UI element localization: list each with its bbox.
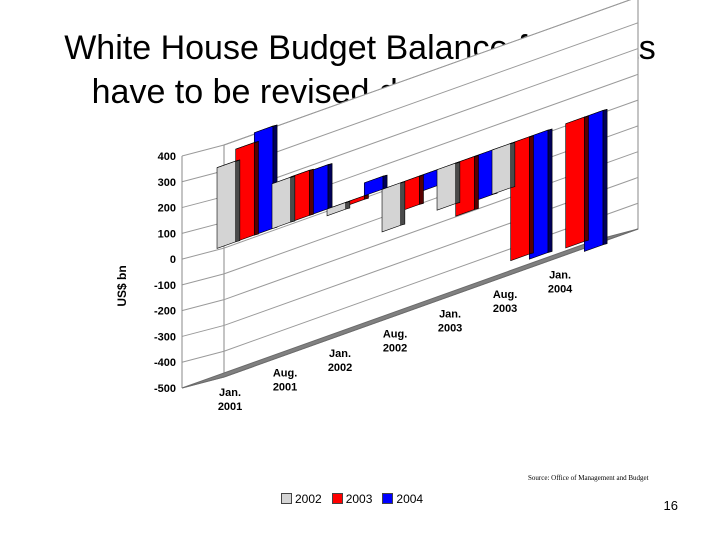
bar-front <box>565 116 585 249</box>
bar-front <box>510 136 530 262</box>
bar-side <box>528 135 534 255</box>
x-tick-label: Aug. 2003 <box>493 289 517 315</box>
x-tick-label-line: Jan. <box>549 269 571 281</box>
x-tick-label-line: Aug. <box>383 328 407 340</box>
bar-front <box>381 182 401 233</box>
x-tick-label-line: Aug. <box>273 368 297 380</box>
bar-front <box>326 201 346 217</box>
x-tick-label-line: 2002 <box>383 342 407 354</box>
y-tick-label: -400 <box>154 357 176 369</box>
bar <box>400 174 424 212</box>
x-tick-label: Jan. 2004 <box>548 269 573 295</box>
legend-swatch <box>331 493 343 504</box>
x-tick-label-line: Jan. <box>219 387 241 399</box>
legend-label: 2002 <box>295 491 322 506</box>
legend-label: 2003 <box>345 491 373 506</box>
y-tick-label: -200 <box>154 306 176 318</box>
bar <box>271 175 296 230</box>
bar-side <box>547 128 553 253</box>
bar-side <box>290 175 296 223</box>
gridline <box>181 0 632 157</box>
page-number: 16 <box>663 498 678 513</box>
bar-front <box>491 142 511 195</box>
bar-side <box>418 174 424 205</box>
chart-floor <box>181 228 639 389</box>
bar-side <box>327 163 333 210</box>
bar-side <box>473 154 479 210</box>
gridline <box>181 202 639 363</box>
bar <box>455 154 479 217</box>
y-tick-label: 400 <box>158 151 176 163</box>
y-axis-title: US$ bn <box>115 265 129 306</box>
legend-item: 2004 <box>382 492 423 506</box>
y-tick-label: 0 <box>170 254 176 266</box>
x-tick-label-line: Jan. <box>329 348 351 360</box>
bar <box>583 108 608 252</box>
bar-side <box>308 168 314 216</box>
y-tick-label: -300 <box>154 331 176 343</box>
x-tick-label: Jan. 2003 <box>438 309 462 335</box>
legend-item: 2003 <box>331 491 373 506</box>
x-tick-label-line: 2003 <box>438 323 462 335</box>
x-tick-label-line: Aug. <box>493 289 517 301</box>
bar <box>491 141 516 195</box>
bar <box>565 115 589 249</box>
x-tick-label-line: 2004 <box>548 283 573 295</box>
x-tick-label: Jan. 2002 <box>328 348 352 374</box>
bar <box>345 194 369 207</box>
bar <box>326 200 351 217</box>
y-tick-label: 300 <box>158 177 176 189</box>
bar-side <box>602 108 608 246</box>
bar <box>510 135 534 262</box>
x-tick-label-line: 2003 <box>493 303 517 315</box>
y-tick-label: -100 <box>154 280 176 292</box>
legend-item: 2002 <box>281 492 322 506</box>
bar-side <box>382 174 388 190</box>
x-tick-label-line: Jan. <box>439 309 461 321</box>
gridline <box>181 151 639 312</box>
y-tick-label: 200 <box>158 203 176 215</box>
x-tick-label: Aug. 2001 <box>273 368 297 394</box>
legend-swatch <box>281 493 292 504</box>
bar <box>436 161 461 211</box>
bar-side <box>253 141 259 236</box>
bar-front <box>271 176 291 230</box>
x-tick-label-line: 2001 <box>218 401 242 413</box>
x-tick-label: Jan. 2001 <box>218 387 242 413</box>
legend-label: 2004 <box>396 491 424 506</box>
x-tick-label: Aug. 2002 <box>383 328 407 354</box>
bar-front <box>436 162 456 211</box>
bar-side <box>583 115 589 242</box>
gridline <box>181 176 639 337</box>
bar <box>235 141 259 243</box>
y-tick-label: -500 <box>154 383 176 395</box>
bar <box>216 159 241 249</box>
bar-side <box>510 141 516 189</box>
bar-side <box>235 159 241 243</box>
bar-front <box>216 160 236 249</box>
bar-side <box>400 181 406 226</box>
bar <box>381 181 406 233</box>
legend-swatch <box>382 493 394 504</box>
source-note: Source: Office of Management and Budget <box>528 474 649 482</box>
x-tick-label-line: 2001 <box>273 382 297 394</box>
bar-side <box>455 161 461 204</box>
bar <box>253 124 278 236</box>
chart-legend: 2002 2003 2004 <box>281 491 423 506</box>
x-tick-label-line: 2002 <box>328 362 352 374</box>
y-tick-label: 100 <box>158 228 176 240</box>
